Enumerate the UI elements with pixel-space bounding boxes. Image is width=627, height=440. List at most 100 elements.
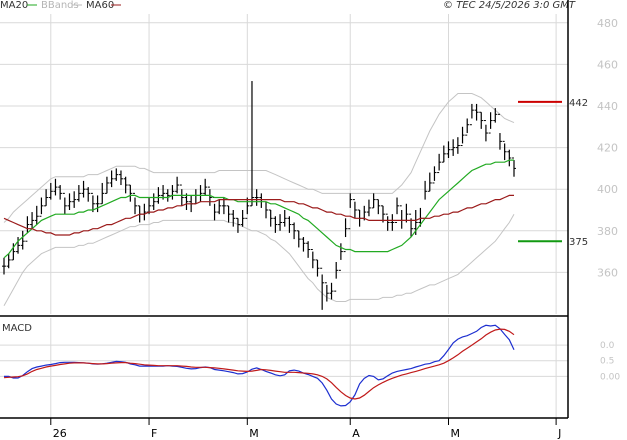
ohlc-bar bbox=[100, 182, 105, 205]
ohlc-bar bbox=[437, 153, 442, 174]
copyright-timestamp: © TEC 24/5/2026 3:0 GMT bbox=[443, 0, 576, 11]
price-y-tick-label: 440 bbox=[597, 100, 618, 113]
ohlc-bar bbox=[11, 243, 16, 261]
ohlc-bar bbox=[512, 157, 516, 177]
macd-y-tick-label: 0.0 bbox=[600, 341, 615, 351]
ohlc-bar bbox=[104, 176, 109, 194]
ohlc-bar bbox=[44, 189, 49, 207]
ohlc-bar bbox=[128, 184, 133, 202]
ohlc-bar bbox=[25, 216, 30, 242]
ohlc-bar bbox=[385, 213, 390, 231]
ohlc-bar bbox=[390, 214, 395, 231]
ohlc-bar bbox=[278, 214, 283, 231]
ohlc-bar bbox=[179, 184, 184, 206]
ohlc-bar bbox=[62, 192, 67, 215]
ohlc-bar bbox=[175, 176, 180, 194]
ohlc-bar bbox=[254, 189, 259, 206]
price-y-tick-label: 420 bbox=[597, 142, 618, 155]
ohlc-bar bbox=[207, 186, 212, 206]
ohlc-bars bbox=[2, 81, 516, 310]
ohlc-bar bbox=[292, 222, 297, 240]
ohlc-bar bbox=[249, 81, 254, 207]
x-tick-label: J bbox=[557, 427, 561, 440]
ohlc-bar bbox=[287, 216, 292, 233]
ohlc-bar bbox=[301, 237, 306, 252]
ohlc-bar bbox=[170, 185, 175, 200]
ohlc-bar bbox=[432, 166, 437, 184]
bollinger-bands bbox=[3, 93, 515, 306]
ohlc-bar bbox=[151, 193, 156, 210]
ohlc-bar bbox=[2, 257, 6, 275]
ohlc-bar bbox=[465, 118, 470, 136]
x-tick-label: A bbox=[352, 427, 360, 440]
ohlc-bar bbox=[502, 140, 507, 161]
ohlc-bar bbox=[34, 205, 39, 225]
price-y-tick-label: 460 bbox=[597, 58, 618, 71]
ohlc-bar bbox=[404, 203, 409, 223]
ohlc-bar bbox=[395, 197, 400, 223]
ohlc-bar bbox=[90, 192, 95, 213]
ohlc-bar bbox=[156, 187, 161, 204]
time-x-axis: 26 F M A M J bbox=[50, 418, 561, 440]
ohlc-bar bbox=[240, 210, 245, 227]
ohlc-bar bbox=[320, 267, 325, 310]
ohlc-bar bbox=[142, 203, 147, 221]
ohlc-bar bbox=[39, 197, 44, 217]
ohlc-bar bbox=[217, 199, 222, 215]
ohlc-bar bbox=[348, 193, 353, 230]
price-y-tick-label: 380 bbox=[597, 225, 618, 238]
price-y-axis: 360 380 400 420 440 460 480 bbox=[597, 17, 618, 280]
bband-upper-line bbox=[3, 93, 515, 223]
macd-y-tick-label: 0.00 bbox=[600, 372, 620, 382]
x-tick-label: 26 bbox=[53, 427, 67, 440]
ohlc-bar bbox=[493, 108, 498, 123]
x-tick-label: M bbox=[450, 427, 460, 440]
price-levels: 442 375 bbox=[518, 98, 588, 248]
ohlc-bar bbox=[53, 178, 58, 196]
resistance-level-label: 442 bbox=[569, 98, 588, 109]
ohlc-bar bbox=[352, 199, 357, 219]
ohlc-bar bbox=[455, 137, 460, 154]
ohlc-bar bbox=[81, 180, 86, 198]
ma60-line bbox=[3, 194, 514, 236]
ohlc-bar bbox=[483, 120, 488, 142]
moving-averages bbox=[3, 159, 514, 259]
ohlc-bar bbox=[451, 139, 456, 156]
ohlc-bar bbox=[423, 180, 428, 219]
ohlc-bar bbox=[6, 253, 11, 269]
ohlc-bar bbox=[497, 113, 502, 150]
legend-bbands-label: BBands bbox=[41, 0, 79, 11]
ohlc-bar bbox=[474, 103, 479, 121]
ohlc-bar bbox=[72, 191, 77, 208]
ohlc-bar bbox=[334, 262, 339, 292]
ohlc-bar bbox=[371, 193, 376, 209]
ohlc-bar bbox=[203, 178, 208, 196]
ohlc-bar bbox=[315, 259, 320, 277]
ohlc-bar bbox=[273, 216, 278, 233]
macd-y-tick-label: 0.5 bbox=[600, 357, 614, 367]
ohlc-bar bbox=[409, 213, 414, 238]
ohlc-bar bbox=[123, 176, 128, 194]
ohlc-bar bbox=[469, 103, 474, 126]
x-tick-label: F bbox=[151, 427, 157, 440]
price-y-tick-label: 360 bbox=[597, 266, 618, 279]
ohlc-bar bbox=[235, 217, 240, 233]
ohlc-bar bbox=[380, 205, 385, 223]
ohlc-bar bbox=[95, 195, 100, 213]
macd-y-axis: 0.0 0.5 0.00 bbox=[600, 341, 620, 382]
ohlc-bar bbox=[296, 230, 301, 248]
ohlc-bar bbox=[165, 189, 170, 202]
ohlc-bar bbox=[376, 199, 381, 215]
ohlc-bar bbox=[114, 168, 119, 181]
ohlc-bar bbox=[306, 241, 311, 258]
ohlc-bar bbox=[338, 243, 343, 271]
bband-lower-line bbox=[3, 213, 515, 306]
ohlc-bar bbox=[48, 182, 53, 200]
ohlc-bar bbox=[20, 230, 25, 250]
price-y-tick-label: 480 bbox=[597, 17, 618, 30]
ohlc-bar bbox=[282, 210, 287, 227]
ohlc-bar bbox=[479, 111, 484, 129]
ohlc-bar bbox=[221, 197, 226, 215]
ohlc-bar bbox=[76, 185, 81, 202]
